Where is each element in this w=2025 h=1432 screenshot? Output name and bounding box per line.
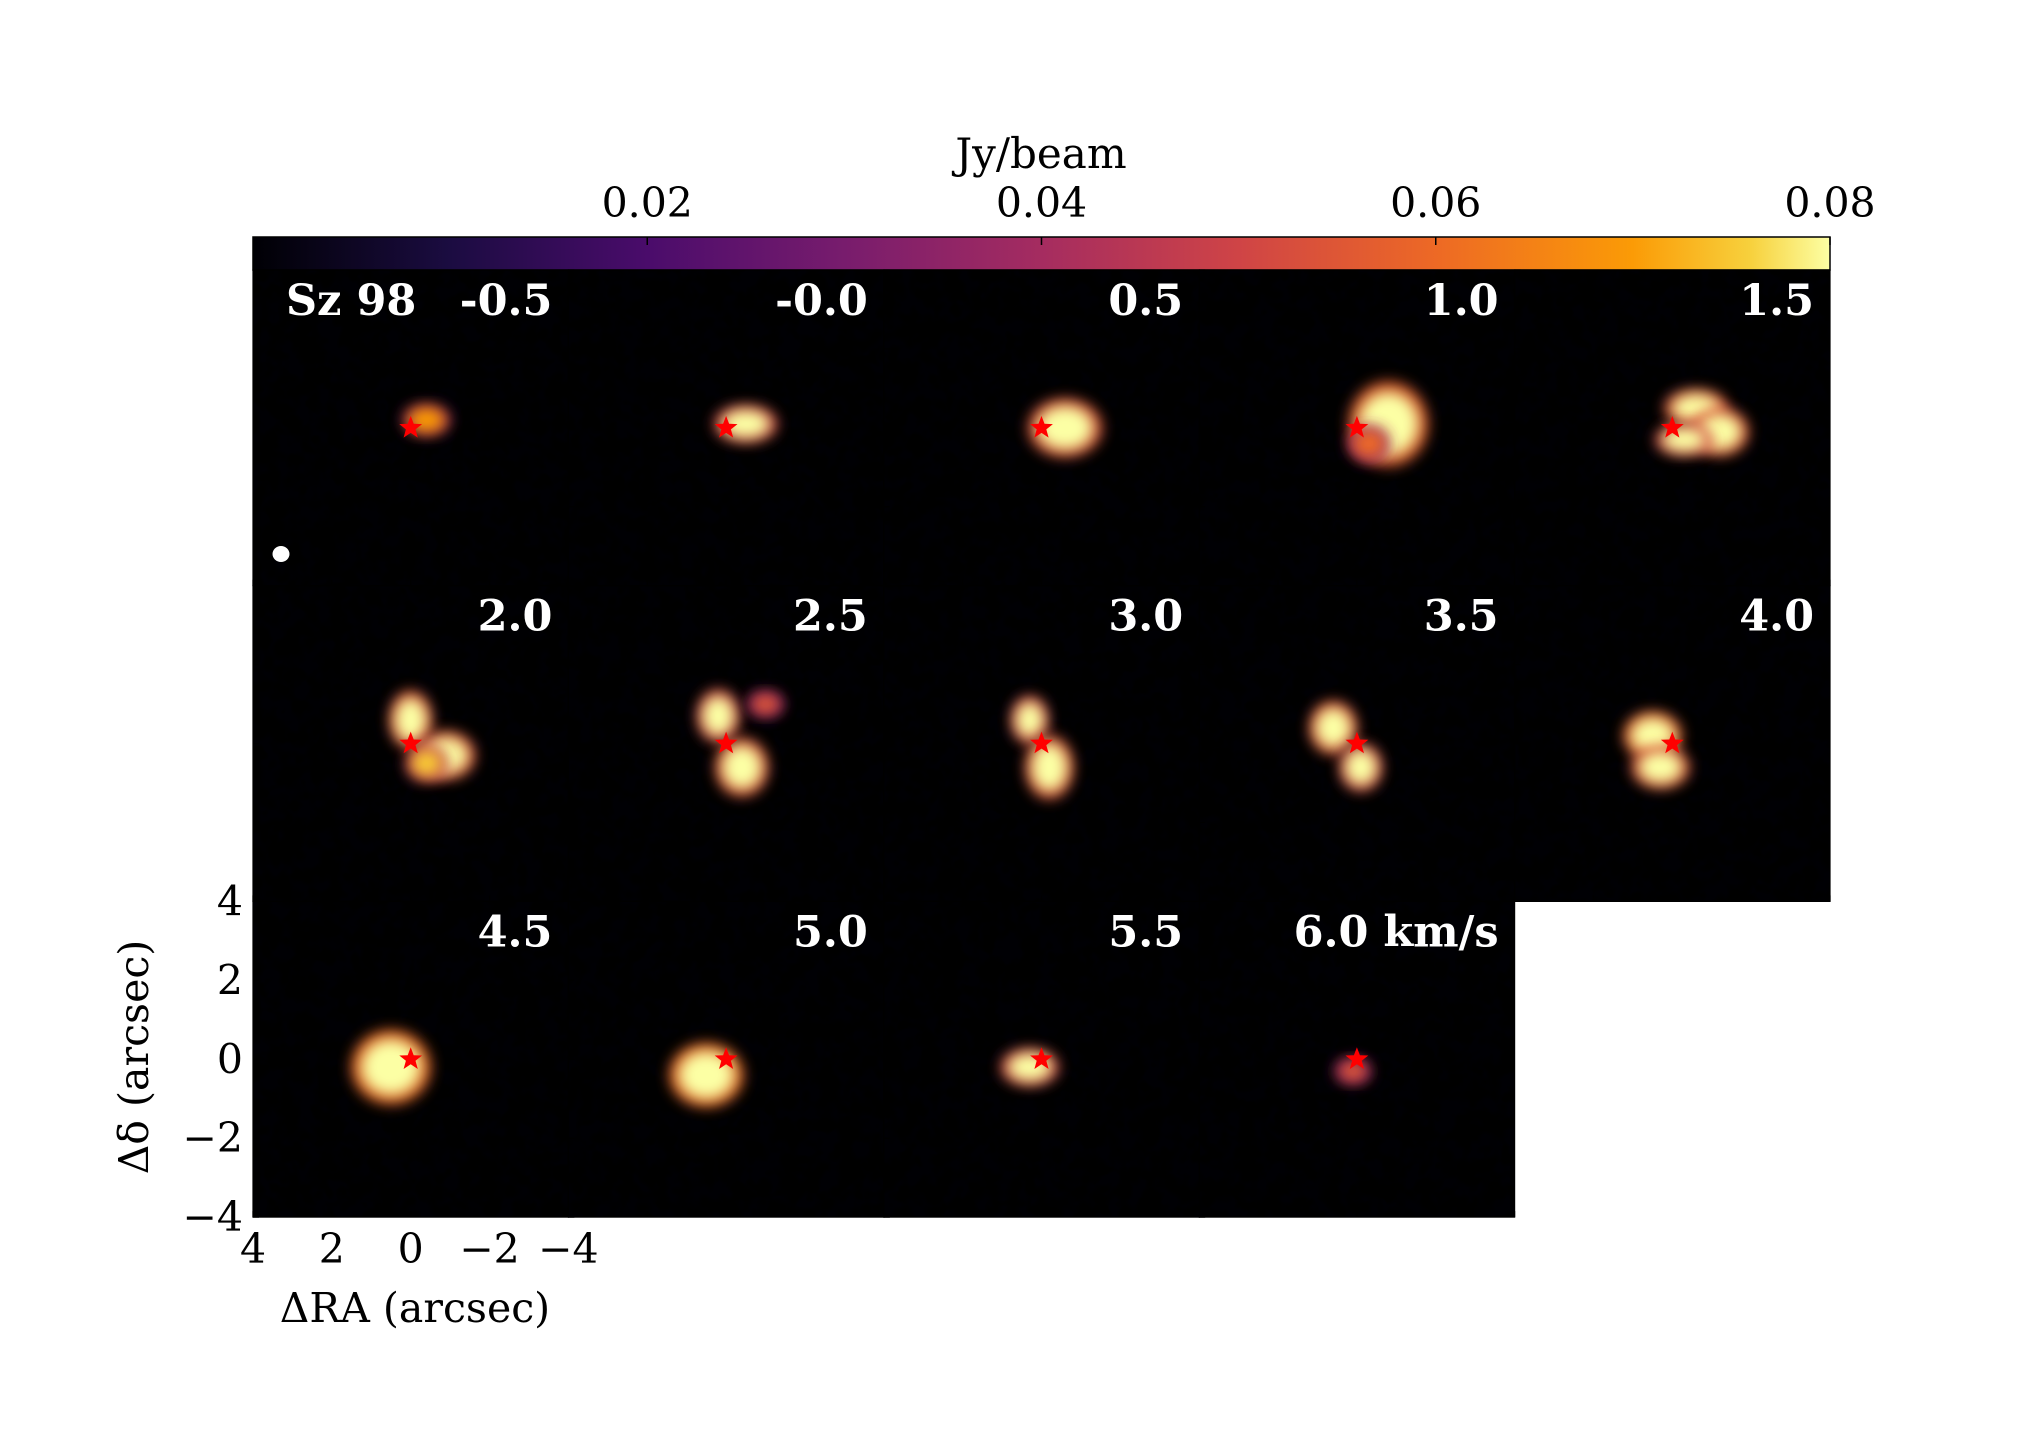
panel-overlays: -0.5 Sz 98 -0.0 0.5 1.0 1.5 2.0 2.5 3.0 3.5 4.0 4.5… xyxy=(252,269,1831,1218)
emission-blob xyxy=(361,1039,421,1095)
x-axis-label: ΔRA (arcsec) xyxy=(280,1284,550,1332)
channel-velocity-label: 0.5 xyxy=(1108,276,1183,326)
panel-overlay: -0.5 Sz 98 xyxy=(252,269,570,587)
panel-overlay: 1.5 xyxy=(1513,269,1831,587)
y-tick-label: −4 xyxy=(183,1193,243,1241)
star-marker xyxy=(1030,731,1053,754)
colorbar-tick-label: 0.02 xyxy=(602,179,693,227)
star-marker xyxy=(714,415,738,438)
star-marker xyxy=(1345,415,1369,438)
star-marker xyxy=(399,415,423,438)
y-axis-label: Δδ (arcsec) xyxy=(110,940,158,1175)
channel-velocity-label: 5.5 xyxy=(1108,907,1183,957)
channel-velocity-label: 4.5 xyxy=(478,907,553,957)
channel-velocity-label: 5.0 xyxy=(793,907,868,957)
panel-overlay: 4.0 xyxy=(1513,585,1831,903)
star-marker xyxy=(714,731,738,754)
y-tick-label: 2 xyxy=(217,956,243,1004)
emission-blob xyxy=(702,696,734,736)
axes: 4 2 0 −2 −4 4 2 0 −2 −4 ΔRA (arcsec) Δδ (arcsec) xyxy=(110,877,599,1332)
emission-blob xyxy=(678,1051,734,1099)
star-marker xyxy=(1660,731,1684,754)
x-axis-ticks: 4 2 0 −2 −4 xyxy=(240,1225,599,1273)
y-tick-label: −2 xyxy=(183,1114,243,1162)
emission-blob xyxy=(1037,406,1093,450)
x-tick-label: −2 xyxy=(459,1225,519,1273)
panel-overlay: 2.5 xyxy=(567,585,885,903)
channel-velocity-label: 2.0 xyxy=(478,592,553,642)
channel-panel xyxy=(1199,901,1515,1217)
channel-panel xyxy=(253,585,569,902)
channel-velocity-label: 3.0 xyxy=(1108,592,1183,642)
colorbar-ticks: 0.02 0.04 0.06 0.08 xyxy=(602,179,1876,245)
colorbar-tick-label: 0.04 xyxy=(996,179,1087,227)
emission-blob xyxy=(722,745,762,789)
colorbar: 0.02 0.04 0.06 0.08 Jy/beam xyxy=(252,129,1876,271)
emission-blob xyxy=(1638,751,1683,784)
y-axis-ticks: 4 2 0 −2 −4 xyxy=(183,877,243,1241)
emission-blob xyxy=(394,698,427,742)
channel-velocity-label: -0.0 xyxy=(775,276,868,326)
channel-velocity-label: 1.0 xyxy=(1424,276,1499,326)
emission-blob xyxy=(722,410,770,438)
channel-velocity-label: 6.0 km/s xyxy=(1294,907,1499,957)
emission-blob xyxy=(410,749,443,778)
x-tick-label: 2 xyxy=(319,1225,345,1273)
star-marker xyxy=(399,731,423,754)
star-marker xyxy=(1030,415,1053,438)
star-marker xyxy=(1345,731,1369,754)
star-marker xyxy=(399,1047,423,1069)
beam-marker xyxy=(272,546,290,562)
channel-velocity-label: 1.5 xyxy=(1739,276,1814,326)
emission-blob xyxy=(1345,749,1377,785)
emission-blob xyxy=(751,694,780,714)
source-name-label: Sz 98 xyxy=(286,276,416,326)
channel-velocity-label: -0.5 xyxy=(460,276,553,326)
x-tick-label: −4 xyxy=(538,1225,598,1273)
emission-blob xyxy=(1015,702,1044,738)
emission-blob xyxy=(1662,427,1706,452)
colorbar-tick-label: 0.08 xyxy=(1784,179,1875,227)
star-marker xyxy=(1660,415,1684,438)
colorbar-tick-label: 0.06 xyxy=(1390,179,1481,227)
emission-blob xyxy=(1031,743,1068,791)
channel-velocity-label: 3.5 xyxy=(1424,592,1499,642)
emission-blob xyxy=(1315,708,1351,748)
channel-velocity-label: 4.0 xyxy=(1739,592,1814,642)
y-tick-label: 4 xyxy=(217,877,243,925)
star-marker xyxy=(714,1047,738,1069)
y-tick-label: 0 xyxy=(217,1035,243,1083)
emission-blob xyxy=(1630,717,1675,754)
x-tick-label: 0 xyxy=(398,1225,424,1273)
colorbar-label: Jy/beam xyxy=(951,129,1126,178)
star-marker xyxy=(1030,1047,1053,1069)
channel-panel xyxy=(568,270,884,586)
x-tick-label: 4 xyxy=(240,1225,266,1273)
star-marker xyxy=(1345,1047,1369,1069)
channel-velocity-label: 2.5 xyxy=(793,592,868,642)
emission-blob xyxy=(1352,429,1385,458)
panel-overlay: 6.0 km/s xyxy=(1198,900,1516,1218)
panel-overlay: 0.5 xyxy=(883,269,1200,587)
